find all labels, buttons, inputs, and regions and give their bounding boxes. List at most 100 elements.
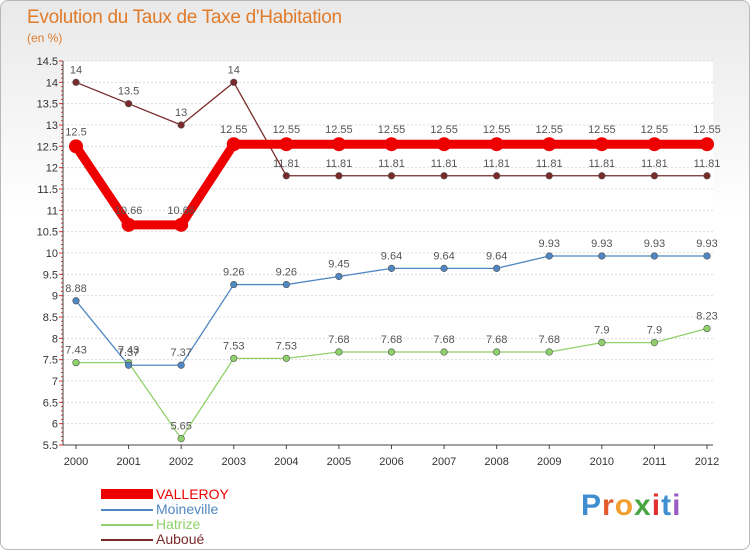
data-label-valleroy: 12.55: [378, 124, 406, 136]
data-label-hatrize: 7.53: [223, 340, 244, 352]
legend-label-auboue: Auboué: [156, 531, 205, 547]
y-tick-label: 14.5: [37, 56, 58, 68]
data-point-moineville: [335, 272, 343, 281]
x-tick-label: 2012: [695, 456, 719, 468]
data-label-hatrize: 7.43: [118, 345, 139, 357]
data-label-hatrize: 7.43: [65, 345, 86, 357]
data-point-valleroy: [700, 137, 714, 152]
data-point-moineville: [282, 280, 290, 289]
logo-letter: t: [661, 489, 673, 522]
y-tick-label: 5.5: [43, 440, 58, 452]
data-label-hatrize: 7.9: [594, 325, 609, 337]
data-point-hatrize: [650, 339, 659, 347]
y-tick-label: 7.5: [43, 355, 58, 367]
y-tick-label: 13: [46, 120, 58, 132]
legend-swatch-valleroy: [101, 489, 153, 499]
data-point-valleroy: [384, 137, 399, 152]
chart-title: Evolution du Taux de Taxe d'Habitation: [27, 7, 342, 28]
data-label-auboué: 11.81: [378, 158, 405, 170]
data-point-valleroy: [331, 137, 346, 152]
data-label-valleroy: 10.66: [167, 205, 195, 217]
y-tick-label: 12.5: [37, 141, 58, 153]
data-label-valleroy: 12.55: [430, 124, 458, 136]
data-point-moineville: [72, 297, 80, 305]
data-label-valleroy: 12.55: [483, 124, 511, 136]
data-point-moineville: [124, 361, 133, 369]
logo-letter: i: [672, 489, 682, 522]
data-point-hatrize: [177, 435, 185, 443]
data-label-valleroy: 12.5: [65, 126, 86, 138]
data-point-moineville: [598, 252, 606, 260]
data-label-auboué: 13.5: [118, 86, 139, 98]
data-point-hatrize: [230, 354, 238, 362]
logo-letter: i: [651, 489, 662, 522]
data-point-auboué: [440, 172, 448, 180]
data-label-hatrize: 7.68: [328, 334, 349, 346]
legend-swatch-hatrize: [101, 524, 153, 526]
data-label-auboué: 11.81: [536, 158, 563, 170]
data-label-hatrize: 5.65: [170, 421, 191, 433]
data-label-hatrize: 7.68: [539, 334, 560, 346]
logo-letter: o: [614, 489, 635, 522]
data-point-moineville: [650, 252, 659, 260]
data-point-auboué: [335, 172, 343, 180]
data-label-moineville: 8.88: [65, 283, 86, 295]
y-tick-label: 10.5: [37, 227, 58, 239]
data-label-moineville: 9.26: [223, 267, 244, 279]
data-label-moineville: 9.64: [433, 250, 454, 262]
data-point-valleroy: [226, 137, 241, 152]
data-point-hatrize: [387, 348, 396, 356]
data-label-moineville: 9.64: [486, 250, 507, 262]
data-label-moineville: 7.37: [118, 347, 139, 359]
data-point-auboué: [493, 172, 501, 180]
chart-subtitle: (en %): [27, 31, 63, 45]
logo-letter: P: [581, 489, 603, 522]
data-label-hatrize: 7.68: [381, 334, 402, 346]
data-point-moineville: [440, 264, 448, 272]
legend-label-moineville: Moineville: [156, 501, 219, 517]
data-point-valleroy: [174, 217, 189, 232]
data-point-hatrize: [598, 339, 606, 347]
y-tick-label: 11: [47, 205, 58, 217]
data-point-moineville: [230, 280, 238, 289]
data-point-valleroy: [69, 139, 83, 154]
legend-label-hatrize: Hatrize: [156, 516, 201, 532]
data-point-hatrize: [335, 348, 343, 356]
data-point-valleroy: [437, 137, 452, 152]
x-tick-label: 2004: [274, 456, 298, 468]
x-tick-label: 2007: [432, 456, 456, 468]
x-tick-label: 2009: [537, 456, 561, 468]
data-label-moineville: 9.45: [328, 258, 349, 270]
y-tick-label: 6: [52, 419, 58, 431]
y-tick-label: 10: [46, 248, 58, 260]
data-point-hatrize: [282, 354, 290, 362]
data-point-auboué: [72, 78, 80, 86]
x-tick-label: 2000: [64, 456, 88, 468]
logo-letter: x: [634, 489, 652, 522]
label-layer: 12.5 10.66 10.66 12.55 12.55 12.55 12.55 12.55 1…: [65, 64, 720, 432]
data-label-hatrize: 7.53: [276, 340, 297, 352]
data-point-auboué: [387, 172, 396, 180]
data-point-moineville: [493, 264, 501, 272]
data-label-hatrize: 7.9: [647, 325, 662, 337]
data-point-valleroy: [542, 137, 557, 152]
y-tick-label: 9.5: [43, 269, 58, 281]
y-tick-label: 8: [52, 333, 58, 345]
y-tick-label: 13.5: [37, 99, 58, 111]
data-label-auboué: 11.81: [588, 158, 615, 170]
x-tick-label: 2006: [379, 456, 403, 468]
data-point-valleroy: [489, 137, 504, 152]
data-label-moineville: 9.93: [591, 238, 612, 250]
data-point-auboué: [650, 172, 659, 180]
data-label-moineville: 9.93: [696, 238, 717, 250]
data-label-auboué: 13: [175, 107, 187, 119]
legend-swatch-auboue: [101, 539, 153, 541]
data-label-valleroy: 12.55: [273, 124, 301, 136]
data-label-moineville: 7.37: [170, 347, 191, 359]
data-label-valleroy: 12.55: [535, 124, 563, 136]
x-tick-label: 2005: [327, 456, 351, 468]
legend-swatch-moineville: [101, 509, 153, 511]
data-point-hatrize: [72, 359, 80, 367]
series-layer: [69, 78, 714, 443]
